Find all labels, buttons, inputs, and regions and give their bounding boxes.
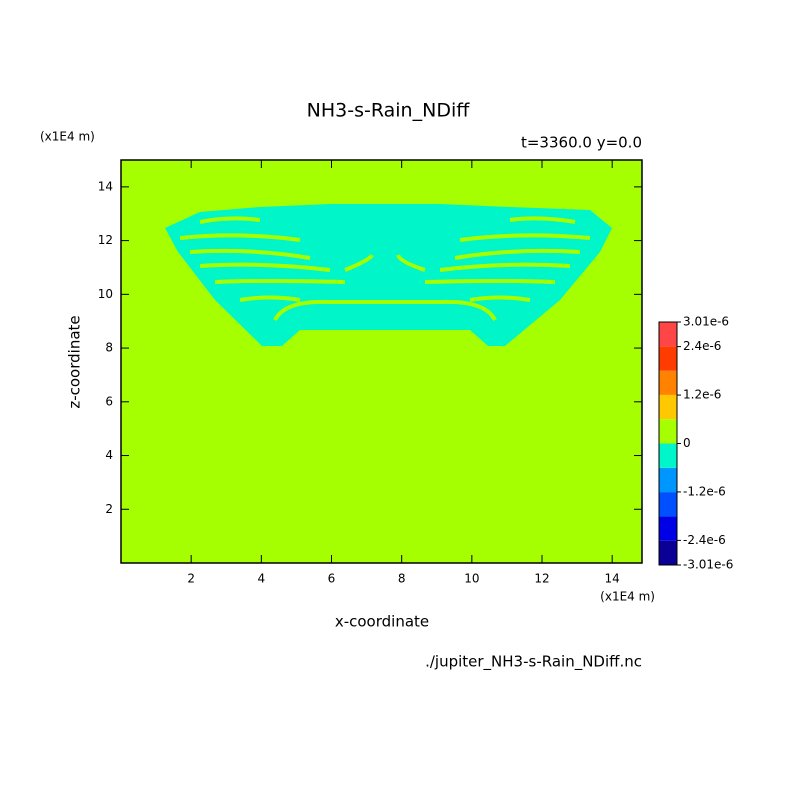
- stripe: [189, 248, 311, 260]
- x-unit: (x1E4 m): [600, 590, 655, 604]
- stripe: [214, 279, 346, 284]
- plot-frame: [120, 159, 643, 564]
- stripe: [469, 295, 531, 302]
- colorbar-label: -1.2e-6: [683, 484, 726, 498]
- footer: ./jupiter_NH3-s-Rain_NDiff.nc: [425, 653, 642, 672]
- stripe: [424, 279, 556, 284]
- y-unit: (x1E4 m): [40, 130, 95, 144]
- colorbar-label: 3.01e-6: [683, 315, 729, 329]
- colorbar-label: 1.2e-6: [683, 388, 721, 402]
- y-tick-label: 4: [105, 448, 113, 462]
- colorbar-band: [659, 322, 677, 347]
- colorbar-label: 0: [683, 436, 691, 450]
- subtitle: t=3360.0 y=0.0: [521, 134, 642, 152]
- stripe: [199, 262, 331, 272]
- y-tick-label: 14: [98, 179, 113, 193]
- colorbar-band: [659, 346, 677, 371]
- colorbar-band: [659, 467, 677, 493]
- stripe: [454, 248, 581, 260]
- y-tick-label: 6: [105, 394, 113, 408]
- y-axis-label: z-coordinate: [66, 315, 84, 408]
- colorbar-label: 2.4e-6: [683, 339, 721, 353]
- colorbar-band: [659, 370, 677, 395]
- y-tick-label: 10: [98, 287, 113, 301]
- negative-region: [165, 204, 612, 346]
- x-tick-label: 10: [464, 572, 479, 586]
- colorbar-label: -3.01e-6: [683, 558, 733, 572]
- positive-stripes: [179, 216, 591, 322]
- x-tick-label: 6: [328, 572, 336, 586]
- stripe: [273, 299, 497, 322]
- y-tick-label: 8: [105, 341, 113, 355]
- stripe: [344, 253, 426, 272]
- colorbar-frame: [658, 321, 678, 566]
- colorbar-band: [659, 394, 677, 420]
- x-tick-label: 2: [187, 572, 195, 586]
- x-tick-label: 8: [398, 572, 406, 586]
- stripe: [199, 216, 576, 224]
- stripe: [179, 233, 301, 242]
- contour-region: [165, 204, 612, 346]
- colorbar-band: [659, 492, 677, 517]
- x-tick-label: 4: [258, 572, 266, 586]
- x-tick-label: 14: [605, 572, 620, 586]
- stripe: [239, 295, 301, 302]
- x-axis-label: x-coordinate: [335, 613, 429, 631]
- colorbar-band: [659, 443, 677, 468]
- y-tick-label: 2: [105, 502, 113, 516]
- x-tick-label: 12: [534, 572, 549, 586]
- colorbar-band: [659, 419, 677, 444]
- colorbar-band: [659, 540, 677, 565]
- colorbar-band: [659, 516, 677, 541]
- chart-title: NH3-s-Rain_NDiff: [307, 100, 471, 122]
- stripe: [459, 233, 591, 242]
- colorbar-label: -2.4e-6: [683, 533, 726, 547]
- stripe: [439, 262, 571, 272]
- y-tick-label: 12: [98, 233, 113, 247]
